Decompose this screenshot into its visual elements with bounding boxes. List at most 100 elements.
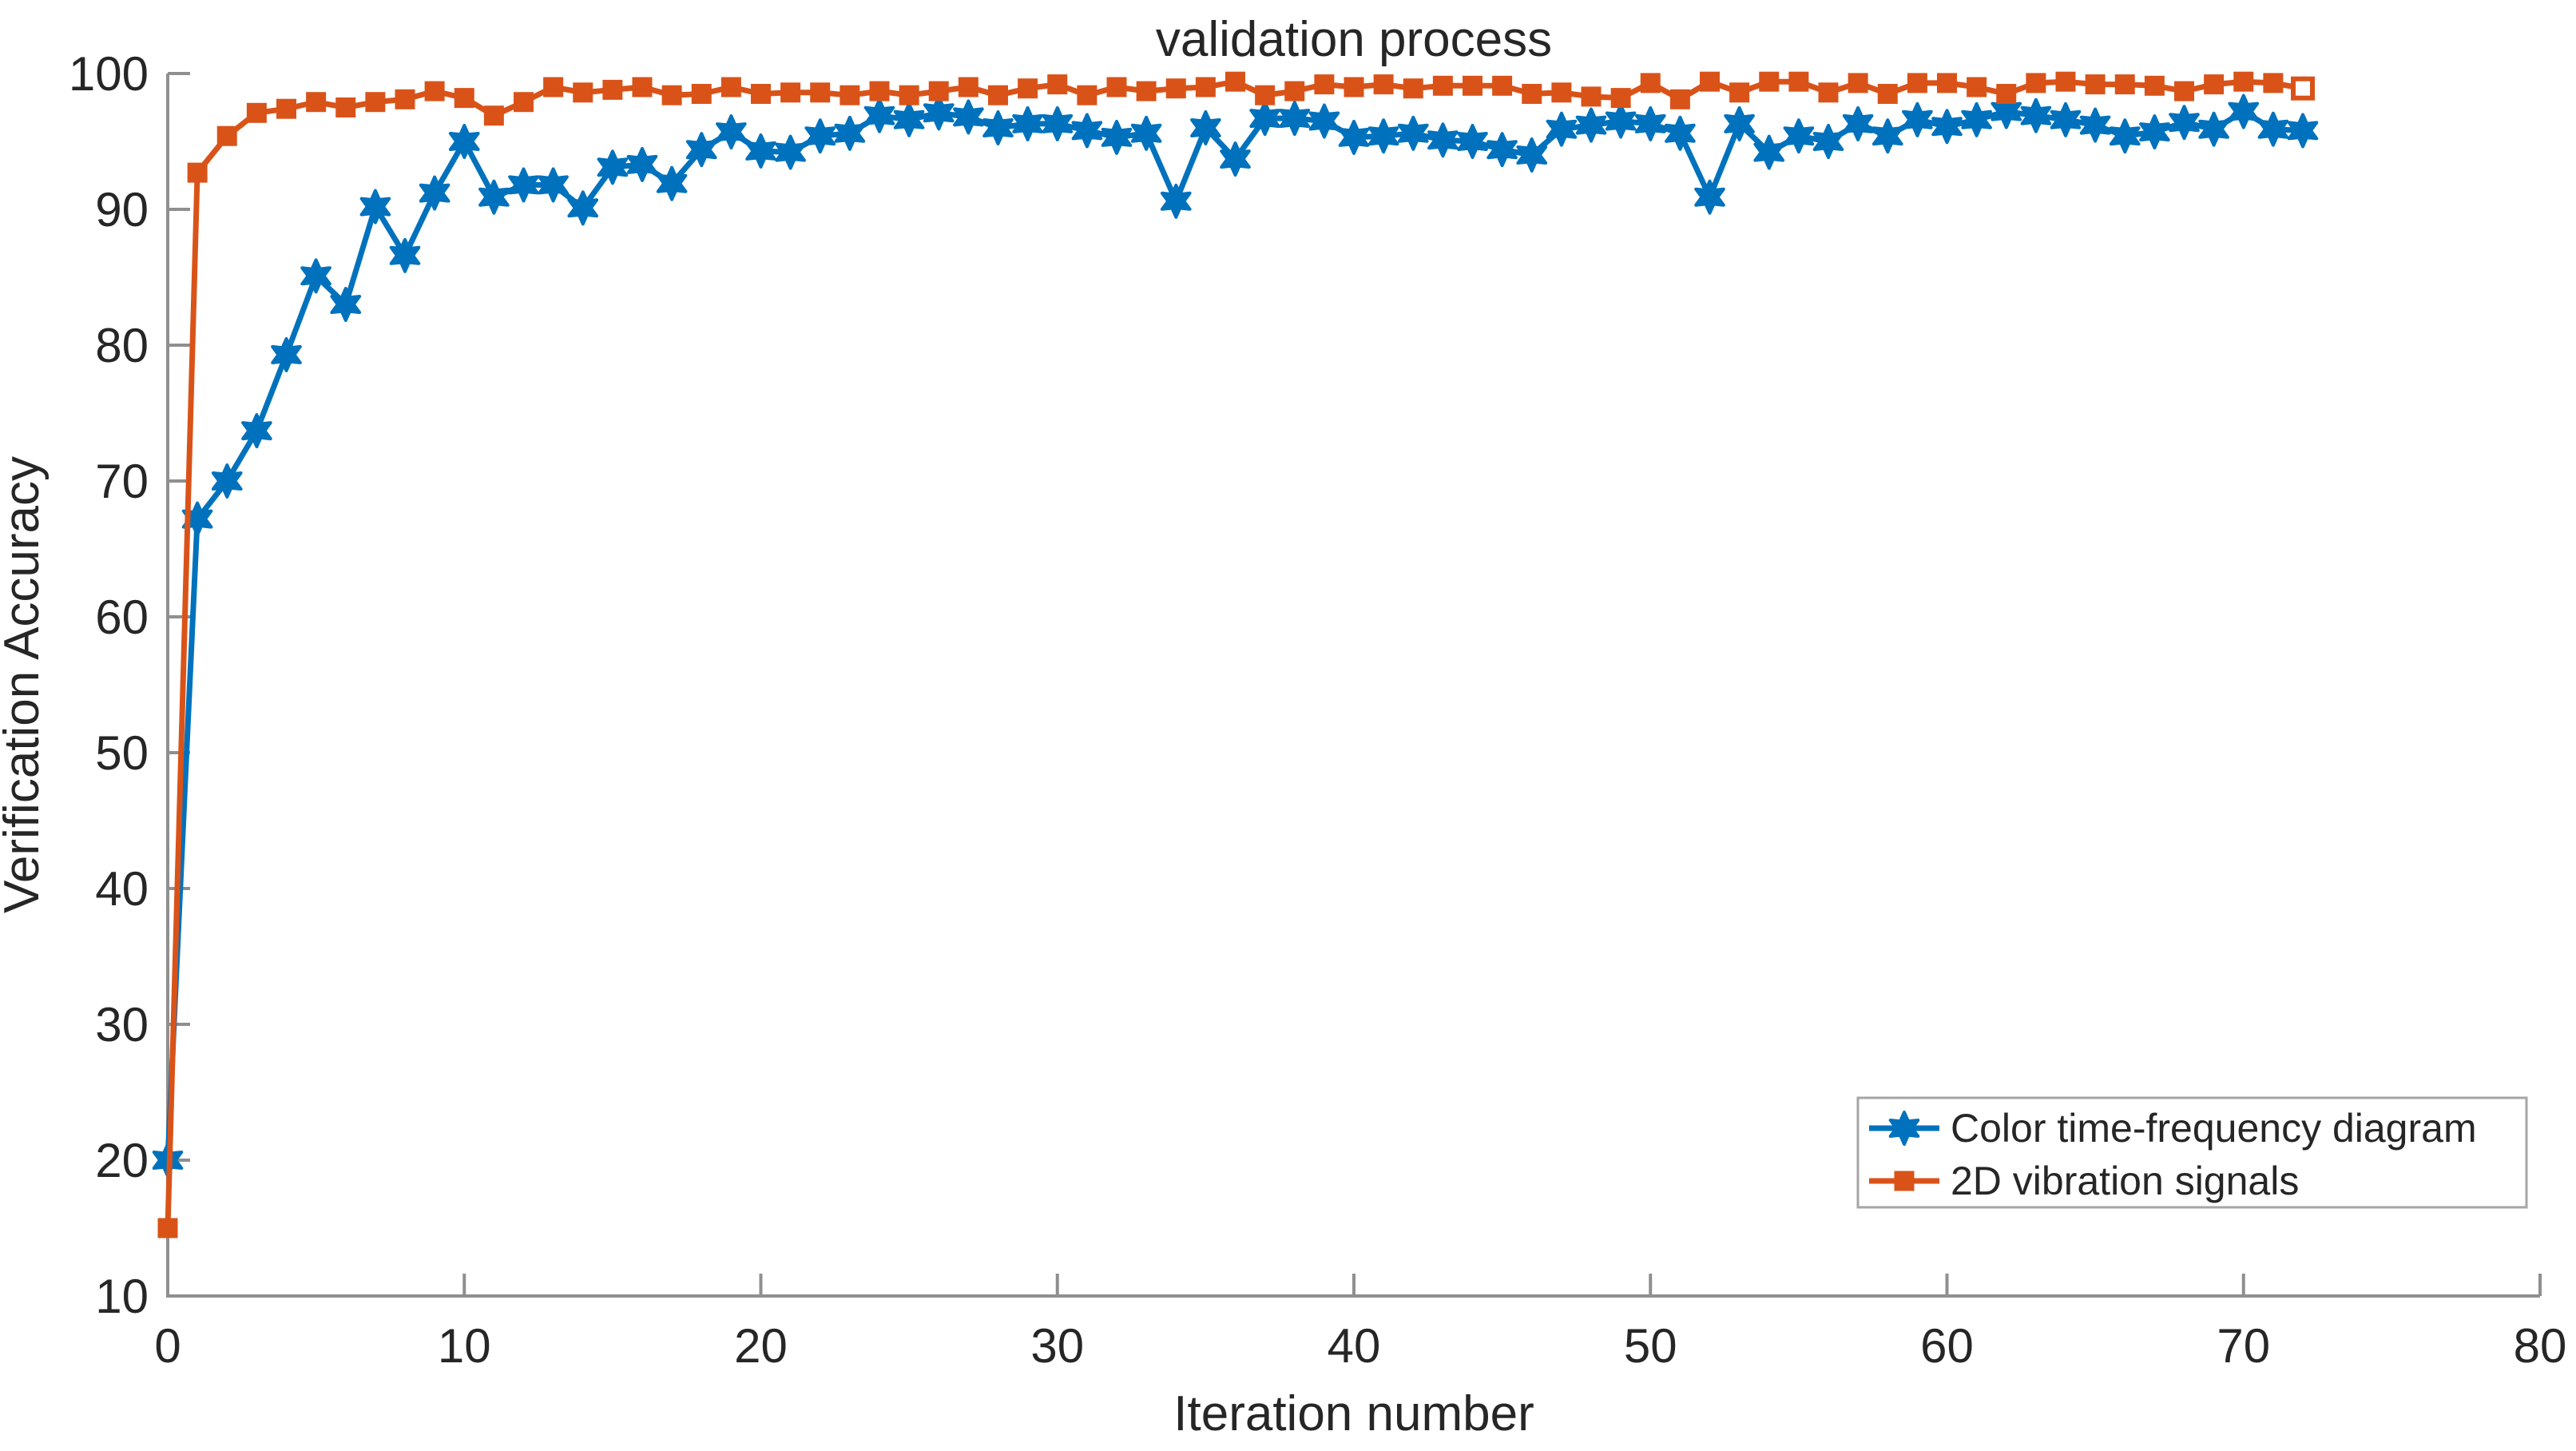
data-point-marker — [1136, 81, 1157, 101]
data-point-marker — [1724, 105, 1755, 141]
data-point-marker — [1516, 137, 1548, 173]
data-point-marker — [1848, 73, 1868, 93]
data-point-marker — [1373, 74, 1394, 95]
y-tick-label: 100 — [69, 47, 149, 101]
legend-box — [1856, 1096, 2528, 1209]
data-point-marker — [810, 82, 831, 103]
data-point-marker — [2233, 71, 2254, 92]
data-point-marker — [1605, 103, 1637, 139]
data-point-marker — [1669, 89, 1690, 109]
y-axis-label: Verification Accuracy — [0, 456, 50, 913]
data-point-marker — [1842, 105, 1874, 141]
data-point-marker — [181, 501, 213, 537]
data-point-marker — [271, 336, 302, 372]
data-point-marker — [928, 81, 949, 101]
data-point-marker — [1314, 74, 1335, 95]
data-point-marker — [2144, 75, 2165, 96]
data-point-marker — [514, 92, 534, 113]
data-point-marker — [1877, 84, 1898, 104]
data-point-marker — [1961, 101, 1992, 137]
data-point-marker — [1996, 84, 2017, 104]
data-point-marker — [2020, 97, 2052, 133]
data-point-marker — [745, 133, 776, 169]
data-point-marker — [899, 85, 919, 105]
x-tick-label: 0 — [154, 1319, 181, 1373]
data-point-marker — [1894, 1171, 1915, 1191]
data-point-marker — [1729, 82, 1750, 103]
data-point-marker — [1581, 86, 1602, 107]
data-point-marker — [300, 258, 331, 294]
y-tick-label: 10 — [95, 1270, 149, 1323]
data-point-marker — [246, 102, 267, 123]
data-point-marker — [1783, 118, 1815, 154]
data-point-marker — [1160, 183, 1192, 219]
data-point-marker — [988, 85, 1008, 105]
data-point-marker — [1463, 75, 1482, 96]
data-point-marker — [1427, 122, 1459, 158]
data-point-marker — [389, 237, 421, 273]
data-point-marker — [2079, 107, 2111, 143]
data-point-marker — [1101, 119, 1133, 155]
data-point-marker — [365, 92, 386, 113]
data-point-marker — [1249, 101, 1280, 137]
data-point-marker — [716, 114, 747, 150]
data-point-marker — [1403, 78, 1423, 99]
data-point-marker — [953, 99, 984, 135]
data-point-marker — [1818, 82, 1839, 103]
data-point-marker — [751, 84, 771, 104]
data-point-marker — [1634, 105, 1666, 141]
data-point-marker — [632, 77, 653, 97]
data-point-marker — [2198, 111, 2229, 147]
y-tick-label: 40 — [95, 862, 149, 916]
data-point-marker — [1492, 75, 1513, 96]
data-point-marker — [2026, 73, 2046, 93]
data-point-marker — [216, 125, 237, 146]
legend: Color time-frequency diagram 2D vibration… — [1856, 1096, 2528, 1209]
data-point-marker — [335, 97, 356, 117]
data-point-marker — [1551, 82, 1572, 103]
data-point-marker — [602, 79, 623, 100]
data-point-marker — [1871, 118, 1903, 154]
data-point-marker — [1753, 134, 1785, 170]
data-point-marker — [508, 167, 539, 203]
data-point-marker — [395, 89, 415, 109]
data-point-marker — [1047, 74, 1068, 95]
y-tick-label: 30 — [95, 998, 149, 1051]
data-point-marker — [1279, 101, 1311, 137]
data-point-marker — [780, 82, 801, 103]
y-tick-label: 90 — [95, 183, 149, 237]
data-point-marker — [1018, 78, 1038, 99]
data-point-marker — [691, 84, 712, 104]
data-point-marker — [241, 413, 272, 449]
x-tick-label: 20 — [734, 1319, 788, 1373]
series-color-time-frequency-diagram — [152, 93, 2319, 1178]
y-tick-label: 60 — [95, 590, 149, 644]
data-point-marker-hollow — [2291, 76, 2315, 101]
data-point-marker — [1225, 71, 1245, 92]
data-point-marker — [424, 81, 445, 101]
data-point-marker — [2174, 81, 2194, 101]
data-point-marker — [1165, 78, 1186, 99]
data-point-marker — [1397, 115, 1429, 151]
legend-label: 2D vibration signals — [1951, 1159, 2299, 1203]
data-point-marker — [1457, 124, 1488, 159]
data-point-marker — [1759, 71, 1780, 92]
data-point-marker — [359, 189, 391, 225]
data-point-marker — [1012, 105, 1043, 141]
data-point-marker — [775, 134, 806, 170]
y-tick-label: 20 — [95, 1134, 149, 1187]
data-point-marker — [1195, 77, 1216, 97]
data-point-marker — [834, 115, 866, 151]
data-point-marker — [276, 98, 296, 119]
x-tick-label: 60 — [1920, 1319, 1974, 1373]
data-point-marker — [567, 190, 599, 226]
data-point-marker — [478, 179, 510, 215]
data-point-marker — [597, 149, 629, 185]
series-line — [165, 109, 2304, 1161]
data-point-marker — [1130, 115, 1162, 151]
data-point-marker — [1255, 85, 1276, 105]
data-point-marker — [1522, 84, 1542, 104]
data-point-marker — [454, 88, 474, 109]
data-point-marker — [1344, 77, 1364, 97]
